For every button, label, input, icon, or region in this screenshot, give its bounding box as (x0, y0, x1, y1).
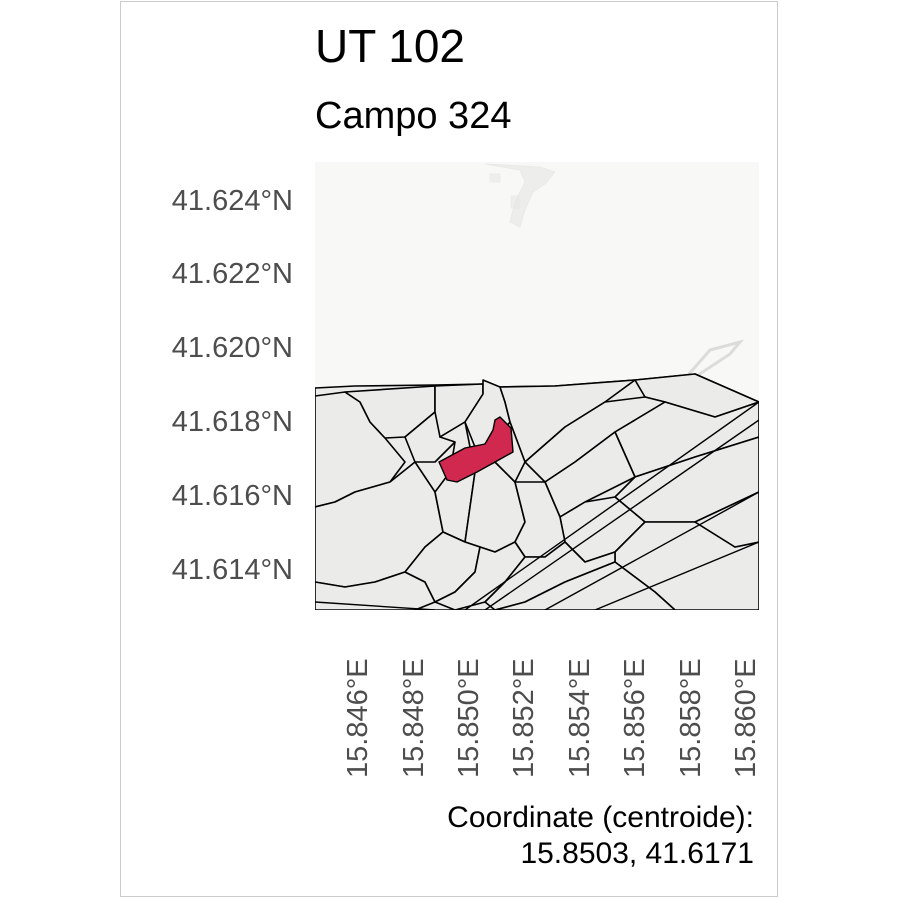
x-tick-label: 15.858°E (675, 658, 707, 778)
x-tick-label: 15.850°E (453, 658, 485, 778)
x-tick-label: 15.856°E (619, 658, 651, 778)
x-tick-label: 15.848°E (398, 658, 430, 778)
map-title: UT 102 (315, 20, 466, 72)
caption-line-1: Coordinate (centroide): (447, 801, 754, 834)
y-tick-label: 41.616°N (171, 480, 293, 512)
y-tick-label: 41.618°N (171, 406, 293, 438)
y-tick-label: 41.614°N (171, 554, 293, 586)
x-tick-label: 15.846°E (342, 658, 374, 778)
map-subtitle: Campo 324 (315, 95, 512, 137)
highlighted-parcel (438, 416, 514, 483)
caption-line-2: 15.8503, 41.6171 (520, 837, 754, 870)
road-lines (315, 401, 759, 610)
parcel (494, 561, 676, 610)
y-tick-label: 41.624°N (171, 185, 293, 217)
y-tick-label: 41.620°N (171, 332, 293, 364)
map-panel (315, 162, 759, 610)
y-tick-label: 41.622°N (171, 258, 293, 290)
x-tick-label: 15.860°E (730, 658, 762, 778)
centroid-caption: Coordinate (centroide): 15.8503, 41.6171 (447, 800, 754, 872)
parcel (694, 491, 759, 548)
x-tick-label: 15.852°E (508, 658, 540, 778)
x-tick-label: 15.854°E (564, 658, 596, 778)
